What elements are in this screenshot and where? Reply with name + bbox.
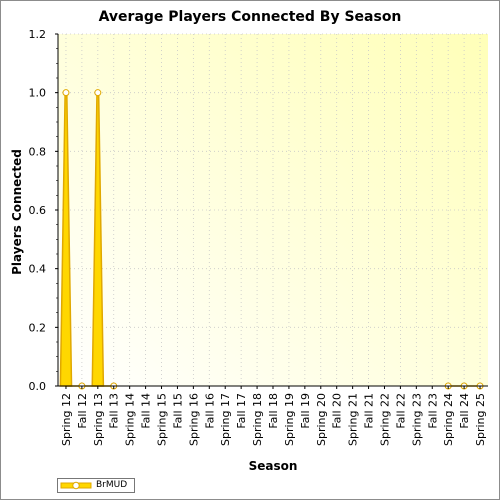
x-tick-label: Spring 21: [347, 393, 360, 446]
data-point: [62, 89, 70, 97]
x-axis-title: Season: [248, 459, 298, 473]
y-tick-label: 0.6: [29, 204, 47, 217]
y-tick-label: 1.0: [29, 87, 47, 100]
x-tick-label: Spring 24: [442, 393, 455, 446]
x-tick-label: Fall 18: [267, 393, 280, 429]
x-tick-label: Spring 25: [474, 393, 487, 446]
y-tick-label: 0.4: [29, 263, 47, 276]
x-tick-label: Spring 13: [92, 393, 105, 446]
x-tick-label: Spring 15: [156, 393, 169, 446]
x-tick-label: Fall 14: [140, 393, 153, 429]
x-tick-label: Spring 16: [187, 393, 200, 446]
x-tick-label: Spring 23: [410, 393, 423, 446]
legend-swatch: [60, 481, 92, 490]
y-tick-label: 1.2: [29, 28, 47, 41]
x-tick-label: Spring 19: [283, 393, 296, 446]
x-tick-label: Fall 22: [394, 393, 407, 429]
y-tick-label: 0.2: [29, 321, 47, 334]
data-point: [94, 89, 102, 97]
x-tick-label: Fall 23: [426, 393, 439, 429]
x-tick-label: Spring 20: [315, 393, 328, 446]
x-tick-label: Fall 13: [108, 393, 121, 429]
x-tick-label: Fall 19: [299, 393, 312, 429]
legend: BrMUD: [57, 478, 135, 493]
x-tick-label: Fall 24: [458, 393, 471, 429]
x-tick-label: Fall 20: [331, 393, 344, 429]
y-tick-label: 0.0: [29, 380, 47, 393]
x-tick-label: Spring 17: [219, 393, 232, 446]
x-tick-label: Spring 22: [378, 393, 391, 446]
chart-title: Average Players Connected By Season: [98, 9, 402, 25]
x-tick-label: Fall 21: [363, 393, 376, 429]
x-tick-label: Fall 17: [235, 393, 248, 429]
legend-label: BrMUD: [96, 480, 128, 490]
x-tick-label: Fall 15: [171, 393, 184, 429]
x-tick-label: Fall 16: [203, 393, 216, 429]
y-tick-label: 0.8: [29, 145, 47, 158]
x-tick-label: Spring 12: [60, 393, 73, 446]
x-tick-label: Spring 18: [251, 393, 264, 446]
x-tick-label: Fall 12: [76, 393, 89, 429]
x-tick-label: Spring 14: [124, 393, 137, 446]
